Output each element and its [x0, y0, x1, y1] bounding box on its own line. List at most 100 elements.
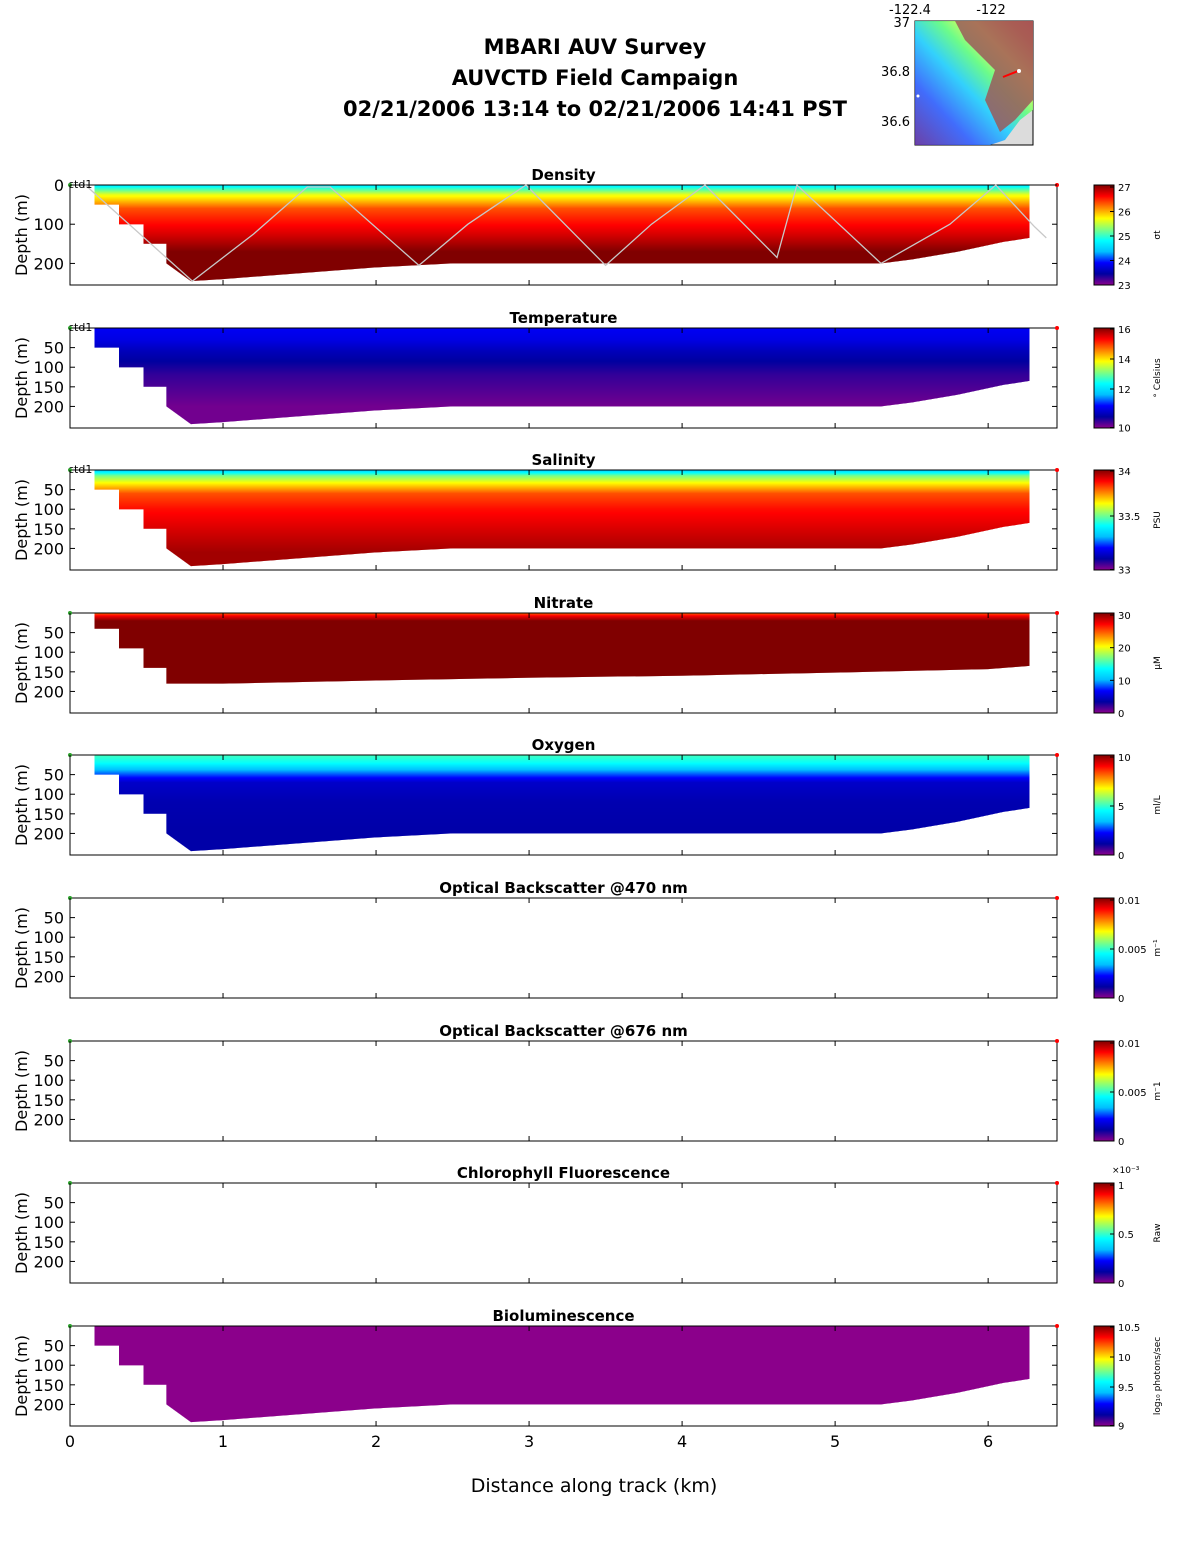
y-axis-label: Depth (m) — [12, 1050, 31, 1132]
heatmap-band — [94, 357, 1030, 359]
heatmap-band — [94, 516, 1030, 518]
y-tick-label: 200 — [33, 1110, 64, 1129]
y-axis-label: Depth (m) — [12, 764, 31, 846]
heatmap-band — [94, 542, 1030, 544]
heatmap-band — [94, 664, 1030, 666]
panel-title: Bioluminescence — [492, 1307, 634, 1325]
colorbar — [1093, 754, 1115, 856]
heatmap-band — [94, 778, 1030, 780]
heatmap-band — [94, 475, 1030, 477]
heatmap-band — [94, 353, 1030, 355]
heatmap-band — [94, 792, 1030, 794]
heatmap-band — [94, 232, 1030, 234]
heatmap-band — [94, 667, 1030, 669]
y-tick-label: 50 — [44, 339, 64, 358]
heatmap-band — [94, 339, 1030, 341]
heatmap-band — [94, 511, 1030, 513]
inset-lat-tick: 37 — [893, 16, 910, 31]
heatmap-band — [94, 390, 1030, 392]
heatmap-band — [94, 1379, 1030, 1381]
panel-title: Nitrate — [534, 594, 594, 612]
heatmap-band — [70, 1423, 1057, 1425]
y-tick-label: 150 — [33, 1376, 64, 1395]
heatmap-band — [94, 389, 1030, 391]
heatmap-band — [94, 765, 1030, 767]
heatmap-band — [94, 626, 1030, 628]
heatmap-band — [94, 1392, 1030, 1394]
heatmap-band — [94, 1376, 1030, 1378]
heatmap-band — [94, 630, 1030, 632]
heatmap-band — [94, 196, 1030, 198]
heatmap-band — [94, 1345, 1030, 1347]
heatmap-band — [94, 830, 1030, 832]
heatmap-band — [94, 335, 1030, 337]
heatmap-band — [94, 673, 1030, 675]
heatmap-band — [94, 1370, 1030, 1372]
heatmap-band — [94, 479, 1030, 481]
heatmap-band — [94, 650, 1030, 652]
heatmap-band — [94, 1350, 1030, 1352]
heatmap-band — [94, 1385, 1030, 1387]
axes-frame — [69, 469, 1058, 571]
colorbar-exponent: ×10⁻³ — [1112, 1166, 1140, 1176]
heatmap-band — [94, 340, 1030, 342]
heatmap-band — [94, 807, 1030, 809]
heatmap-band — [94, 786, 1030, 788]
heatmap-band — [94, 501, 1030, 503]
heatmap-band — [94, 657, 1030, 659]
heatmap-band — [94, 675, 1030, 677]
colorbar-tick-label: 0 — [1118, 851, 1124, 862]
heatmap-band — [94, 504, 1030, 506]
heatmap-band — [70, 690, 1057, 692]
heatmap-band — [94, 629, 1030, 631]
heatmap-band — [70, 684, 1057, 686]
colorbar-tick-label: 33.5 — [1118, 512, 1140, 523]
heatmap-band — [94, 823, 1030, 825]
y-tick-label: 150 — [33, 1233, 64, 1252]
heatmap-band — [70, 282, 1057, 284]
heatmap-band — [94, 646, 1030, 648]
heatmap-band — [94, 360, 1030, 362]
heatmap-band — [94, 392, 1030, 394]
heatmap-band — [94, 237, 1030, 239]
heatmap-band — [94, 669, 1030, 671]
heatmap-band — [94, 1382, 1030, 1384]
heatmap-band — [70, 691, 1057, 693]
inset-lat-tick: 36.8 — [881, 65, 910, 80]
heatmap-band — [94, 241, 1030, 243]
colorbar — [1093, 184, 1115, 286]
heatmap-band — [94, 779, 1030, 781]
heatmap-band — [94, 493, 1030, 495]
heatmap-band — [94, 757, 1030, 759]
heatmap-band — [94, 537, 1030, 539]
heatmap-band — [94, 755, 1030, 757]
colorbar-tick-label: 26 — [1118, 208, 1131, 219]
track-label: ctd1 — [68, 463, 92, 476]
heatmap-band — [94, 350, 1030, 352]
heatmap-band — [94, 194, 1030, 196]
heatmap-band — [94, 777, 1030, 779]
heatmap-band — [94, 400, 1030, 402]
colorbar-label: log₁₀ photons/sec — [1153, 1337, 1163, 1415]
heatmap-band — [94, 811, 1030, 813]
heatmap-band — [94, 851, 1030, 852]
heatmap-band — [94, 533, 1030, 535]
heatmap-band — [94, 395, 1030, 397]
title-line-1: MBARI AUV Survey — [483, 35, 707, 59]
heatmap-band — [70, 695, 1057, 697]
panel-title: Density — [531, 166, 596, 184]
heatmap-band — [70, 568, 1057, 570]
heatmap-band — [94, 508, 1030, 510]
heatmap-band — [94, 1336, 1030, 1338]
heatmap-band — [94, 817, 1030, 819]
heatmap-band — [94, 1396, 1030, 1398]
heatmap-band — [94, 828, 1030, 830]
heatmap-band — [94, 222, 1030, 224]
heatmap-band — [94, 372, 1030, 374]
heatmap-band — [94, 1326, 1030, 1328]
colorbar-tick-label: 12 — [1118, 385, 1131, 396]
heatmap-band — [94, 365, 1030, 367]
colorbar-tick-label: 10.5 — [1118, 1323, 1140, 1334]
heatmap-band — [94, 666, 1030, 668]
heatmap-band — [94, 827, 1030, 829]
